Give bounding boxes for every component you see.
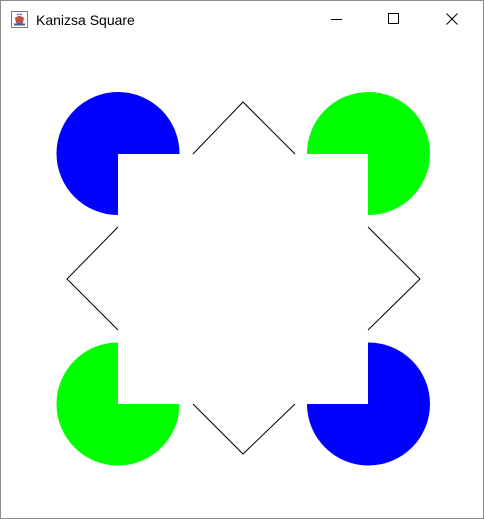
title-bar[interactable]: Kanizsa Square [1, 1, 483, 37]
pacman-bottom-left [56, 342, 180, 466]
pacman-bottom-right [307, 342, 430, 466]
diamond-top [192, 101, 296, 155]
window-title: Kanizsa Square [36, 12, 135, 28]
java-coffee-icon [11, 11, 28, 28]
diamond-left [66, 226, 119, 331]
maximize-icon [388, 13, 399, 24]
minimize-button[interactable] [314, 1, 360, 37]
close-icon [446, 13, 458, 25]
maximize-button[interactable] [371, 1, 417, 37]
diamond-bottom [192, 403, 296, 455]
diamond-right [367, 226, 421, 331]
pacman-top-right [306, 92, 430, 216]
diamond-lines [66, 101, 421, 455]
minimize-icon [331, 19, 342, 20]
drawing-canvas [56, 91, 430, 466]
pacman-top-left [56, 91, 180, 215]
close-button[interactable] [429, 1, 475, 37]
